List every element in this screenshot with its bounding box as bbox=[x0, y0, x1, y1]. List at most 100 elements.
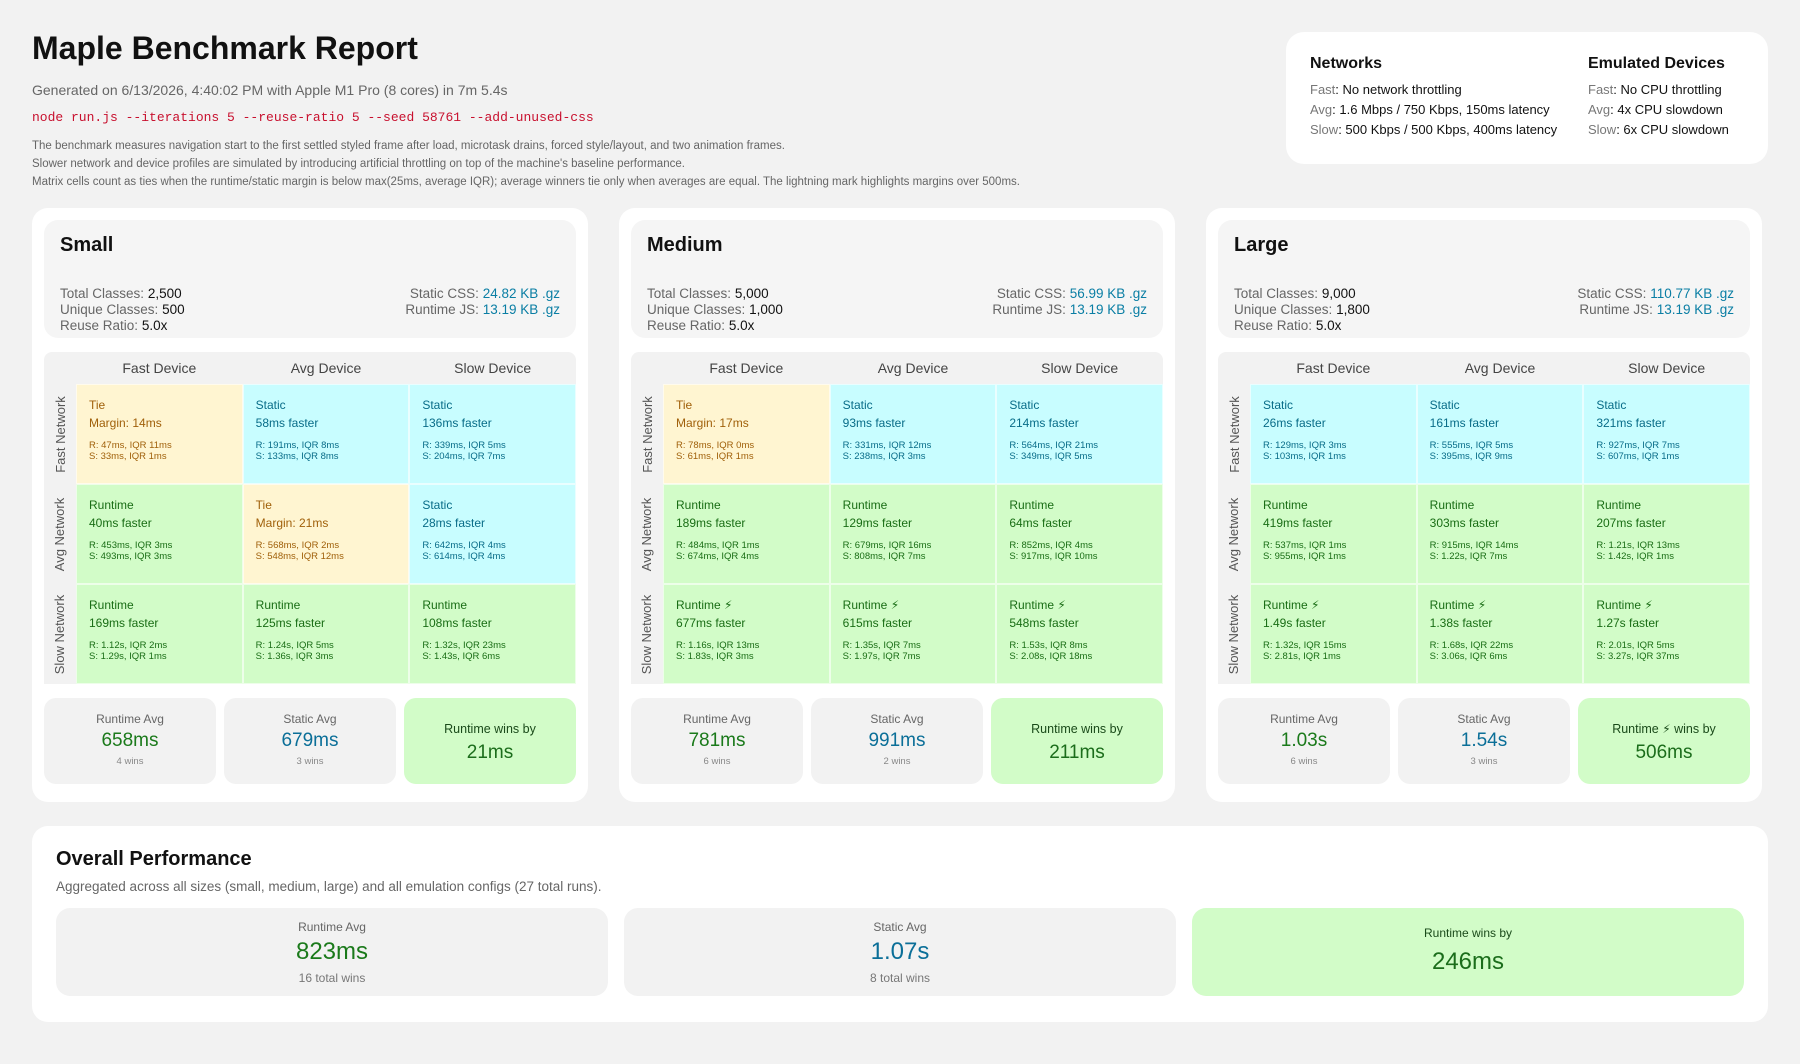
static-detail: S: 349ms, IQR 5ms bbox=[1009, 451, 1093, 462]
winner-label: Runtime wins by bbox=[1031, 722, 1123, 736]
runtime-js-link[interactable]: 13.19 KB .gz bbox=[1069, 302, 1147, 317]
row-header: Fast Network bbox=[631, 384, 663, 484]
column-header: Slow Device bbox=[996, 352, 1163, 384]
static-css-size: Static CSS: 56.99 KB .gz bbox=[992, 286, 1147, 302]
runtime-avg-value: 823ms bbox=[295, 938, 369, 965]
runtime-detail: R: 1.35s, IQR 7ms bbox=[842, 640, 921, 651]
winner-text: Static bbox=[255, 398, 286, 412]
winner-text: Static bbox=[1009, 398, 1040, 412]
runtime-detail: R: 1.32s, IQR 15ms bbox=[1263, 640, 1347, 651]
legend-item: Avg: 1.6 Mbps / 750 Kbps, 150ms latency bbox=[1310, 100, 1572, 120]
lightning-icon: ⚡︎ bbox=[1311, 598, 1320, 612]
stat-label: Runtime JS: bbox=[405, 302, 479, 317]
column-header: Slow Device bbox=[1583, 352, 1750, 384]
row-header-label: Slow Network bbox=[639, 594, 655, 674]
stat-value: 5.0x bbox=[141, 318, 168, 333]
cell-margin: 677ms faster bbox=[676, 616, 746, 630]
stat-label: Total Classes: bbox=[647, 286, 732, 301]
row-header: Fast Network bbox=[1218, 384, 1250, 484]
runtime-detail: R: 453ms, IQR 3ms bbox=[89, 540, 173, 551]
winner-text: Runtime bbox=[89, 598, 134, 612]
winner-text: Runtime bbox=[676, 498, 721, 512]
cell-winner: Static bbox=[1430, 397, 1571, 413]
legend-value: : No network throttling bbox=[1335, 82, 1462, 97]
static-detail: S: 61ms, IQR 1ms bbox=[676, 451, 754, 462]
legend-key: Slow bbox=[1588, 122, 1617, 137]
winner-text: Runtime bbox=[1009, 498, 1055, 512]
row-header: Slow Network bbox=[631, 584, 663, 684]
runtime-detail: R: 1.16s, IQR 13ms bbox=[676, 640, 760, 651]
matrix-cell: Runtime 207ms faster R: 1.21s, IQR 13ms S: … bbox=[1583, 484, 1750, 584]
static-wins: 2 wins bbox=[883, 756, 911, 767]
static-wins: 8 total wins bbox=[869, 971, 931, 985]
winner-text: Runtime bbox=[255, 598, 301, 612]
reuse-ratio: Reuse Ratio: 5.0x bbox=[1234, 318, 1370, 334]
row-header: Avg Network bbox=[44, 484, 76, 584]
static-detail: S: 204ms, IQR 7ms bbox=[422, 451, 506, 462]
cell-winner: Static bbox=[1009, 397, 1150, 413]
networks-title: Networks bbox=[1310, 55, 1383, 72]
row-header: Avg Network bbox=[631, 484, 663, 584]
cell-details: R: 1.68s, IQR 22ms S: 3.06s, IQR 6ms bbox=[1430, 640, 1571, 662]
winner-label: Runtime ⚡︎ wins by bbox=[1612, 722, 1716, 736]
matrix-cell: Runtime ⚡︎ 1.38s faster R: 1.68s, IQR 22ms… bbox=[1416, 584, 1584, 684]
static-detail: S: 395ms, IQR 9ms bbox=[1429, 451, 1513, 462]
legend-item: Fast: No network throttling bbox=[1310, 80, 1572, 100]
cell-winner: Static bbox=[843, 397, 984, 413]
static-avg-value: 1.07s bbox=[870, 938, 930, 965]
static-css-link[interactable]: 56.99 KB .gz bbox=[1069, 286, 1147, 301]
overall-summary: Runtime Avg 823ms 16 total wins Static A… bbox=[56, 908, 1744, 996]
cell-margin: 108ms faster bbox=[422, 616, 492, 630]
cell-details: R: 568ms, IQR 2ms S: 548ms, IQR 12ms bbox=[256, 540, 397, 562]
matrix-cell: Runtime 40ms faster R: 453ms, IQR 3ms S: 49… bbox=[76, 484, 243, 584]
size-info: Small Total Classes: 2,500 Unique Classes:… bbox=[44, 220, 576, 338]
static-detail: S: 33ms, IQR 1ms bbox=[89, 451, 167, 462]
runtime-detail: R: 568ms, IQR 2ms bbox=[255, 540, 340, 551]
cell-winner: Tie bbox=[89, 397, 230, 413]
row-header-label: Fast Network bbox=[639, 395, 655, 473]
cell-margin: 136ms faster bbox=[422, 416, 492, 430]
legend-value: : 500 Kbps / 500 Kbps, 400ms latency bbox=[1338, 122, 1558, 137]
cell-details: R: 339ms, IQR 5ms S: 204ms, IQR 7ms bbox=[422, 440, 563, 462]
cell-winner: Runtime bbox=[1263, 497, 1404, 513]
winner-text: Static bbox=[1596, 398, 1627, 412]
static-avg-label: Static Avg bbox=[873, 920, 927, 934]
static-avg-value: 679ms bbox=[281, 730, 339, 751]
cell-margin: Margin: 14ms bbox=[89, 416, 162, 430]
static-detail: S: 955ms, IQR 1ms bbox=[1263, 551, 1346, 562]
runtime-avg-box: Runtime Avg 781ms 6 wins bbox=[631, 698, 803, 784]
matrix-cell: Runtime ⚡︎ 1.27s faster R: 2.01s, IQR 5ms S… bbox=[1583, 584, 1750, 684]
static-detail: S: 1.42s, IQR 1ms bbox=[1596, 551, 1674, 562]
cell-winner: Runtime bbox=[843, 497, 984, 513]
matrix-cell: Runtime ⚡︎ 1.49s faster R: 1.32s, IQR 15ms… bbox=[1250, 584, 1417, 684]
runtime-js-link[interactable]: 13.19 KB .gz bbox=[482, 302, 560, 317]
matrix-cell: Static 93ms faster R: 331ms, IQR 12ms S: 23… bbox=[829, 384, 997, 484]
overall-title: Overall Performance bbox=[56, 848, 252, 870]
runtime-js-link[interactable]: 13.19 KB .gz bbox=[1656, 302, 1734, 317]
cell-margin: 169ms faster bbox=[89, 616, 159, 630]
row-header: Slow Network bbox=[1218, 584, 1250, 684]
static-css-link[interactable]: 24.82 KB .gz bbox=[482, 286, 560, 301]
runtime-detail: R: 537ms, IQR 1ms bbox=[1263, 540, 1347, 551]
stat-label: Total Classes: bbox=[1234, 286, 1319, 301]
size-summary: Runtime Avg 658ms 4 wins Static Avg 679ms 3 w… bbox=[44, 698, 576, 784]
results-matrix: Fast Device Avg Device Slow Device Fast Net… bbox=[1218, 352, 1750, 684]
winner-text: Runtime bbox=[1263, 498, 1308, 512]
cell-margin: 40ms faster bbox=[89, 516, 152, 530]
row-header-label: Fast Network bbox=[1226, 395, 1242, 473]
static-css-size: Static CSS: 110.77 KB .gz bbox=[1577, 286, 1734, 302]
matrix-cell: Runtime ⚡︎ 548ms faster R: 1.53s, IQR 8ms S… bbox=[996, 584, 1163, 684]
runtime-wins: 6 wins bbox=[703, 756, 731, 767]
static-detail: S: 1.22s, IQR 7ms bbox=[1429, 551, 1508, 562]
cell-details: R: 1.24s, IQR 5ms S: 1.36s, IQR 3ms bbox=[256, 640, 397, 662]
static-detail: S: 1.29s, IQR 1ms bbox=[89, 651, 167, 662]
static-css-link[interactable]: 110.77 KB .gz bbox=[1650, 286, 1734, 301]
cell-winner: Tie bbox=[256, 497, 397, 513]
results-matrix: Fast Device Avg Device Slow Device Fast Net… bbox=[44, 352, 576, 684]
legend-value: : 1.6 Mbps / 750 Kbps, 150ms latency bbox=[1332, 102, 1550, 117]
runtime-avg-label: Runtime Avg bbox=[96, 712, 164, 726]
cell-margin: 419ms faster bbox=[1263, 516, 1333, 530]
runtime-detail: R: 191ms, IQR 8ms bbox=[255, 440, 340, 451]
runtime-avg-label: Runtime Avg bbox=[298, 920, 366, 934]
cell-winner: Runtime bbox=[676, 497, 817, 513]
